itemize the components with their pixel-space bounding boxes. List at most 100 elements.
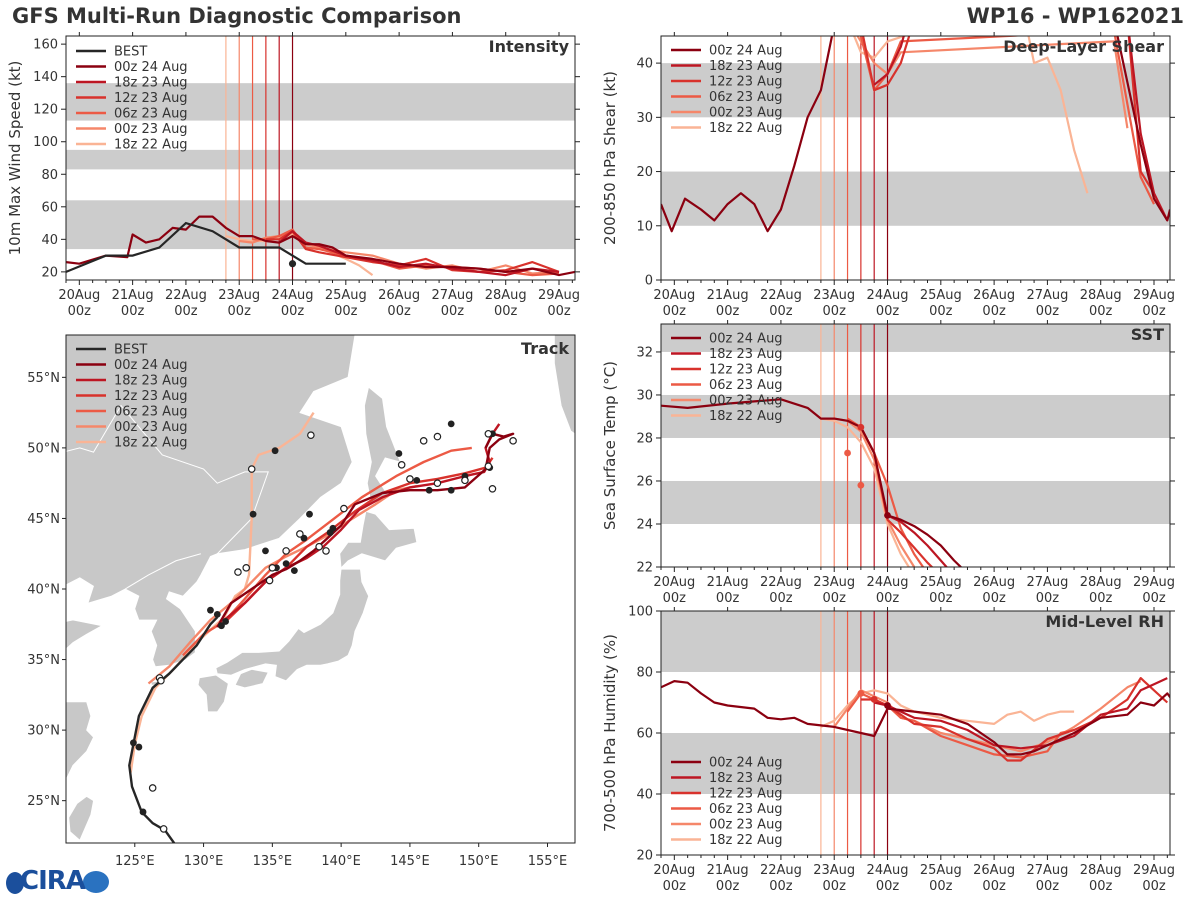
x-tick-sublabel: 00z [769,304,793,319]
series-line-1 [873,36,1169,221]
track-point-filled [290,567,298,575]
x-tick-sublabel: 00z [68,304,92,319]
x-tick-sublabel: 00z [982,591,1006,606]
track-point-filled [282,560,290,567]
legend-label: 00z 24 Aug [114,60,188,75]
x-tick-label: 145°E [390,854,430,869]
track-point-open [307,431,315,439]
x-tick-sublabel: 00z [929,879,953,894]
land-honshu [215,568,370,682]
track-point-open [234,568,242,576]
legend-label: 00z 24 Aug [709,756,783,771]
x-tick-label: 28Aug [1080,863,1122,878]
x-tick-sublabel: 00z [1036,304,1060,319]
shaded-band [661,611,1170,672]
land-kamchatka [554,335,575,435]
panel-frame [65,35,576,281]
y-tick-label: 60 [41,200,58,215]
y-tick-label: 30 [636,111,653,126]
border-line [66,404,269,555]
track-point-filled [271,447,279,455]
y-tick-label: 30°N [27,724,60,739]
legend-label: 00z 23 Aug [709,106,783,121]
track-point-filled [213,611,221,618]
track-point-filled [306,510,313,518]
x-tick-label: 22Aug [760,575,802,590]
y-tick-label: 20 [41,265,58,280]
x-tick-label: 28Aug [485,288,527,303]
legend-label: 12z 23 Aug [114,389,188,404]
track-point-open [484,462,493,471]
x-tick-label: 21Aug [112,288,154,303]
shaded-band [661,733,1170,794]
series-line-5 [853,36,1089,194]
legend-label: 00z 24 Aug [709,44,783,59]
run-marker-3 [857,481,865,489]
legend-label: 00z 23 Aug [709,394,783,409]
x-tick-label: 29Aug [1133,575,1175,590]
series-line-4 [856,36,1129,129]
logo-globe-icon [6,872,24,894]
x-tick-label: 22Aug [760,288,802,303]
legend-label: 12z 23 Aug [709,787,783,802]
track-point-open [419,437,428,445]
run-marker-1 [884,702,891,709]
y-tick-label: 25°N [27,794,60,809]
x-tick-sublabel: 00z [716,879,740,894]
series-group [661,676,1170,762]
x-tick-sublabel: 00z [1142,879,1166,894]
page-title: GFS Multi-Run Diagnostic Comparison [12,4,462,28]
x-tick-sublabel: 00z [228,304,252,319]
y-tick-label: 120 [33,103,58,118]
y-tick-label: 26 [636,474,653,489]
track-point-open [484,429,493,438]
x-tick-sublabel: 00z [769,591,793,606]
x-tick-label: 24Aug [867,288,909,303]
y-tick-label: 28 [636,431,653,446]
x-tick-sublabel: 00z [663,879,687,894]
map-group [66,335,575,843]
x-tick-sublabel: 00z [441,304,465,319]
x-tick-label: 24Aug [867,863,909,878]
legend-label: 12z 23 Aug [709,75,783,90]
track-point-filled [395,450,403,457]
series-line-1 [887,514,948,567]
track-point-filled [218,622,225,630]
legend-label: 18z 22 Aug [709,409,783,424]
run-marker-2 [844,449,851,457]
x-tick-label: 23Aug [813,575,855,590]
x-tick-sublabel: 00z [387,304,411,319]
x-tick-sublabel: 00z [823,591,847,606]
x-tick-sublabel: 00z [1089,304,1113,319]
legend-label: 18z 23 Aug [114,76,188,91]
track-point-open [242,564,251,572]
x-tick-sublabel: 00z [769,879,793,894]
track-point-open [461,476,469,485]
panel-title: Track [521,339,569,358]
x-tick-sublabel: 00z [929,304,953,319]
x-tick-sublabel: 00z [1142,591,1166,606]
x-tick-sublabel: 00z [121,304,145,319]
track-point-filled [139,808,147,816]
track-point-filled [413,476,421,484]
track-point-filled [447,486,455,494]
track-point-open [157,676,165,685]
track-point-open [268,564,277,572]
x-tick-label: 25Aug [325,288,367,303]
x-tick-sublabel: 00z [1036,879,1060,894]
series-line-2 [861,36,1155,194]
legend-label: 06z 23 Aug [114,107,188,122]
track-point-filled [249,510,257,518]
x-tick-label: 29Aug [1133,863,1175,878]
x-tick-label: 26Aug [973,575,1015,590]
track-point-open [247,465,256,473]
track-point-filled [130,739,137,747]
x-tick-sublabel: 00z [494,304,518,319]
x-tick-label: 25Aug [920,575,962,590]
legend-label: 18z 22 Aug [114,436,188,451]
panel-title: Deep-Layer Shear [1003,37,1164,56]
x-tick-sublabel: 00z [663,304,687,319]
x-tick-label: 29Aug [1133,288,1175,303]
x-tick-label: 26Aug [973,288,1015,303]
